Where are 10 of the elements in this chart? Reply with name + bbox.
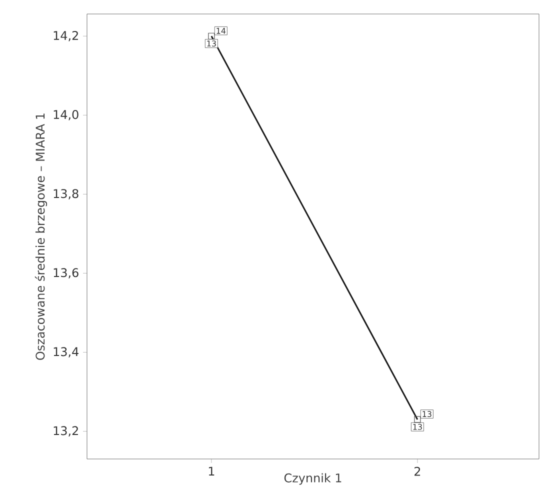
y-tick-label: 14,0 bbox=[54, 110, 78, 120]
y-tick-label: 13,4 bbox=[54, 347, 78, 358]
x-axis-title: Czynnik 1 bbox=[284, 473, 342, 485]
y-tick-label: 13,2 bbox=[54, 426, 78, 436]
y-tick-label: 13,6 bbox=[54, 268, 78, 278]
x-tick-label: 2 bbox=[414, 466, 420, 476]
y-axis-title: Oszacowane średnie brzegowe – MIARA 1 bbox=[34, 114, 48, 360]
y-tick-label: 13,8 bbox=[54, 189, 78, 200]
x-tick-label: 1 bbox=[208, 466, 214, 476]
y-tick-label: 14,2 bbox=[54, 30, 78, 42]
